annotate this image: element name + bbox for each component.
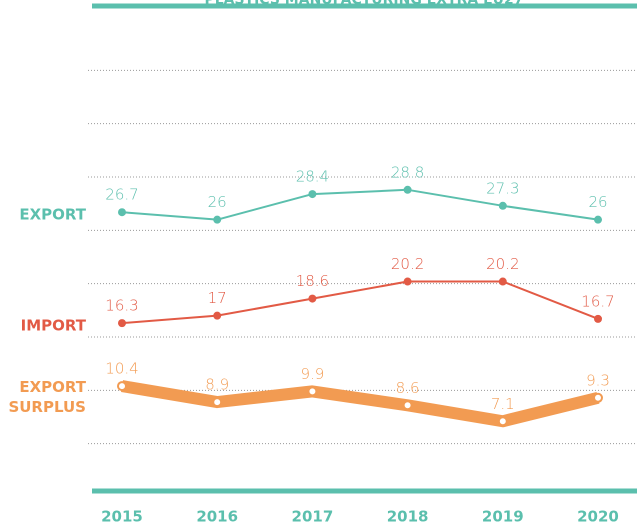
data-label: 17 bbox=[208, 289, 227, 307]
data-label: 8.6 bbox=[396, 379, 420, 397]
point bbox=[308, 294, 317, 303]
series-line bbox=[121, 380, 600, 428]
point bbox=[403, 277, 412, 286]
data-label: 10.4 bbox=[105, 360, 138, 378]
legend-label: EXPORT bbox=[19, 206, 86, 224]
point bbox=[308, 190, 317, 199]
x-tick-label: 2018 bbox=[387, 508, 429, 524]
x-tick-label: 2020 bbox=[577, 508, 619, 524]
point bbox=[212, 397, 223, 408]
data-label: 7.1 bbox=[491, 395, 515, 413]
x-tick-label: 2017 bbox=[292, 508, 334, 524]
point bbox=[403, 185, 412, 194]
x-tick-label: 2016 bbox=[196, 508, 238, 524]
data-label: 8.9 bbox=[205, 376, 229, 394]
data-label: 28.4 bbox=[296, 168, 329, 186]
x-tick-label: 2019 bbox=[482, 508, 524, 524]
series-line bbox=[121, 188, 599, 221]
point bbox=[594, 215, 602, 224]
legend-line: SURPLUS bbox=[8, 398, 86, 416]
point bbox=[213, 215, 222, 224]
data-label: 9.3 bbox=[586, 371, 610, 389]
data-label: 18.6 bbox=[296, 272, 329, 290]
point bbox=[117, 381, 127, 392]
data-label: 28.8 bbox=[391, 163, 424, 181]
point bbox=[118, 319, 126, 328]
legend-line: EXPORT bbox=[19, 378, 86, 396]
data-label: 26 bbox=[208, 193, 227, 211]
chart-title: PLASTICS MANUFACTURING EXTRA EU27 bbox=[204, 0, 523, 8]
point bbox=[594, 314, 602, 323]
point bbox=[497, 416, 508, 427]
point bbox=[498, 201, 507, 210]
x-tick-label: 2015 bbox=[101, 508, 143, 524]
data-label: 20.2 bbox=[486, 255, 519, 273]
point bbox=[593, 392, 603, 403]
data-label: 16.3 bbox=[105, 297, 138, 315]
data-label: 16.7 bbox=[581, 292, 614, 310]
data-label: 20.2 bbox=[391, 255, 424, 273]
legend-label: EXPORT SURPLUS bbox=[8, 378, 86, 416]
legend-label: IMPORT bbox=[21, 317, 87, 335]
series-line bbox=[121, 280, 599, 325]
point bbox=[402, 400, 413, 411]
data-label: 9.9 bbox=[300, 365, 324, 383]
data-label: 26 bbox=[588, 193, 607, 211]
point bbox=[213, 311, 222, 320]
point bbox=[307, 386, 318, 397]
point bbox=[498, 277, 507, 286]
point bbox=[118, 208, 126, 217]
data-label: 26.7 bbox=[105, 186, 138, 204]
data-label: 27.3 bbox=[486, 179, 519, 197]
